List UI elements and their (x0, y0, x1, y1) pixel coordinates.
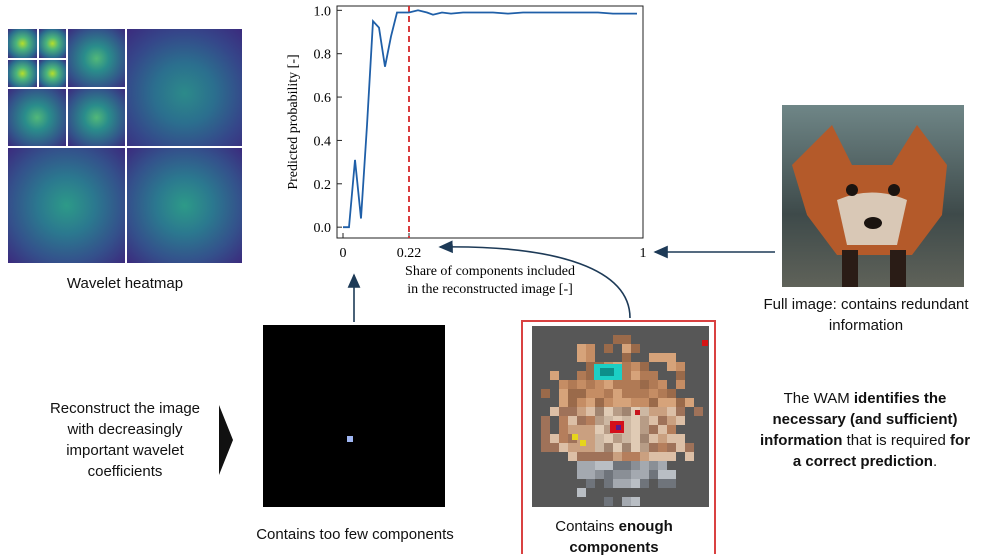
x-axis-label-line2: in the reconstructed image [-] (407, 282, 573, 297)
reconstruct-text-line1: Reconstruct the image (49, 400, 201, 417)
heatmap-tile (8, 29, 37, 58)
reconstruct-text: Reconstruct the image with decreasingly … (30, 398, 220, 482)
reconstruct-text-line3: important wavelet (66, 442, 184, 459)
wam-p3: . (932, 453, 938, 470)
reconstruct-text-line2: with decreasingly (67, 421, 183, 438)
y-tick-label: 0.2 (314, 178, 332, 193)
x-tick-label: 0.22 (397, 246, 422, 261)
wam-explanation: The WAM identifies the necessary (and su… (755, 388, 975, 472)
enough-frame (521, 320, 716, 554)
wavelet-heatmap (8, 29, 242, 263)
enough-caption-pre: Contains (555, 518, 619, 535)
fox-icon (782, 105, 964, 287)
probability-chart: 0.0 0.2 0.4 0.6 0.8 1.0 0 0.22 1 Predicted prob… (286, 4, 647, 297)
enough-caption-line2: components (524, 537, 704, 558)
wam-p2: that is required (842, 432, 951, 449)
series-line (343, 9, 637, 229)
reconstruction-too-few (263, 325, 445, 507)
heatmap-caption: Wavelet heatmap (66, 275, 184, 292)
wam-b1: identifies the (853, 390, 947, 407)
heatmap-tile (66, 87, 125, 146)
heatmap-tile (8, 146, 125, 263)
wam-line1: The WAM identifies the (755, 388, 975, 409)
full-image-caption-line1: Full image: contains redundant (763, 296, 969, 313)
y-tick-label: 0.4 (314, 134, 332, 149)
enough-caption: Contains enough components (524, 516, 704, 558)
y-axis-label: Predicted probability [-] (286, 54, 301, 189)
enough-caption-bold2: components (569, 539, 659, 556)
enough-caption-line1: Contains enough (524, 516, 704, 537)
wam-b2: necessary (and sufficient) (772, 411, 958, 428)
full-image-caption-line2: information (828, 317, 904, 334)
x-tick-label: 1 (640, 246, 647, 261)
heatmap-tile (66, 29, 125, 88)
reconstruction-enough (532, 326, 709, 507)
full-image-caption: Full image: contains redundant informati… (750, 294, 982, 336)
wam-line3: information that is required for (755, 430, 975, 451)
play-triangle-icon (219, 405, 233, 475)
y-tick-label: 0.8 (314, 48, 332, 63)
arrow-enough (438, 240, 631, 319)
heatmap-tile (125, 146, 242, 263)
full-image (782, 105, 964, 287)
y-tick-label: 0.6 (314, 91, 332, 106)
x-tick-label: 0 (340, 246, 347, 261)
wam-b5: a correct prediction (792, 453, 933, 470)
enough-caption-bold1: enough (618, 518, 673, 535)
heatmap-tile (125, 29, 242, 146)
heatmap-tile (8, 87, 66, 146)
reconstruct-text-line4: coefficients (87, 463, 163, 480)
heatmap-tile (37, 58, 66, 87)
heatmap-tile (37, 29, 66, 58)
wam-b3: information (759, 432, 843, 449)
pixelated-fox (541, 335, 708, 506)
wam-line4: a correct prediction. (755, 451, 975, 472)
single-component-pixel (347, 436, 353, 442)
x-axis-label-line1: Share of components included (405, 264, 575, 279)
too-few-caption: Contains too few components (256, 526, 454, 543)
y-tick-label: 1.0 (314, 4, 332, 19)
plot-frame (336, 5, 644, 239)
y-tick-label: 0.0 (314, 221, 332, 236)
wam-p1: The WAM (783, 390, 854, 407)
wam-line2: necessary (and sufficient) (755, 409, 975, 430)
heatmap-tile (8, 58, 37, 87)
wam-b4: for (950, 432, 971, 449)
